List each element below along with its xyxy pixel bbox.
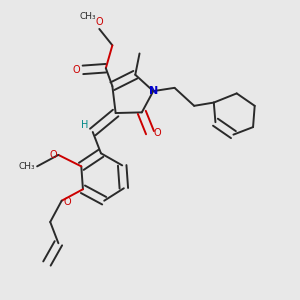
Text: O: O — [49, 150, 57, 160]
Text: CH₃: CH₃ — [80, 12, 96, 21]
Text: O: O — [63, 197, 71, 207]
Text: N: N — [148, 86, 158, 96]
Text: H: H — [81, 120, 89, 130]
Text: O: O — [95, 17, 103, 27]
Text: O: O — [154, 128, 162, 138]
Text: O: O — [72, 65, 80, 75]
Text: CH₃: CH₃ — [19, 162, 35, 171]
